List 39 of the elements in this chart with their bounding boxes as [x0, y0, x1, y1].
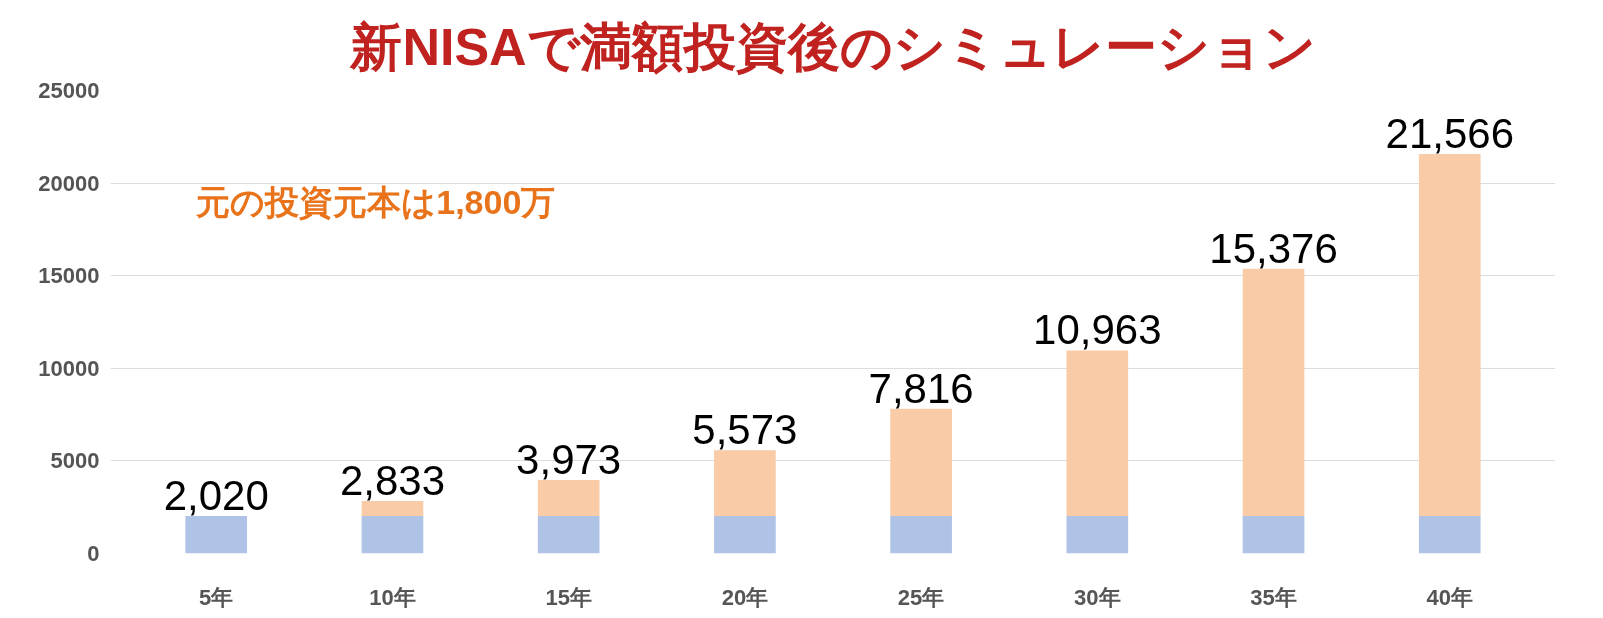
x-tick-label: 20年	[721, 584, 769, 610]
total-label: 21,566	[1385, 110, 1515, 158]
total-label: 15,376	[1209, 224, 1338, 272]
bar	[361, 501, 424, 517]
bar	[361, 516, 424, 554]
y-tick-label: 15000	[38, 263, 100, 289]
x-tick-label: 35年	[1250, 584, 1297, 610]
total-label: 2,833	[339, 457, 446, 505]
y-tick-label: 25000	[38, 78, 100, 103]
y-tick-label: 5000	[50, 448, 100, 474]
x-tick-label: 25年	[897, 584, 945, 610]
total-label: 2,020	[163, 472, 269, 520]
bar	[185, 516, 248, 554]
bar	[714, 450, 776, 517]
x-tick-label: 40年	[1426, 584, 1474, 610]
bar	[1242, 516, 1305, 554]
total-label: 10,963	[1033, 306, 1162, 354]
x-tick-label: 15年	[545, 584, 592, 610]
bar	[537, 516, 600, 554]
y-tick-label: 0	[87, 541, 100, 566]
bar	[890, 516, 952, 554]
bar	[1066, 350, 1129, 517]
bar	[1242, 268, 1305, 517]
bar	[714, 516, 776, 554]
x-tick-label: 30年	[1074, 584, 1121, 610]
x-tick-label: 5年	[199, 584, 234, 610]
bar	[890, 408, 952, 517]
bar	[1418, 154, 1481, 517]
y-tick-label: 20000	[38, 170, 100, 196]
total-label: 7,816	[868, 364, 974, 412]
bar	[1418, 516, 1481, 554]
annotation: 元の投資元本は1,800万	[195, 182, 556, 221]
x-tick-label: 10年	[369, 584, 416, 610]
chart-title: 新NISAで満額投資後のシミュレーション	[349, 17, 1316, 76]
total-label: 5,573	[692, 406, 798, 454]
y-tick-label: 10000	[38, 355, 100, 381]
bar	[537, 479, 600, 517]
total-label: 3,973	[516, 435, 622, 483]
bar	[1066, 516, 1129, 554]
